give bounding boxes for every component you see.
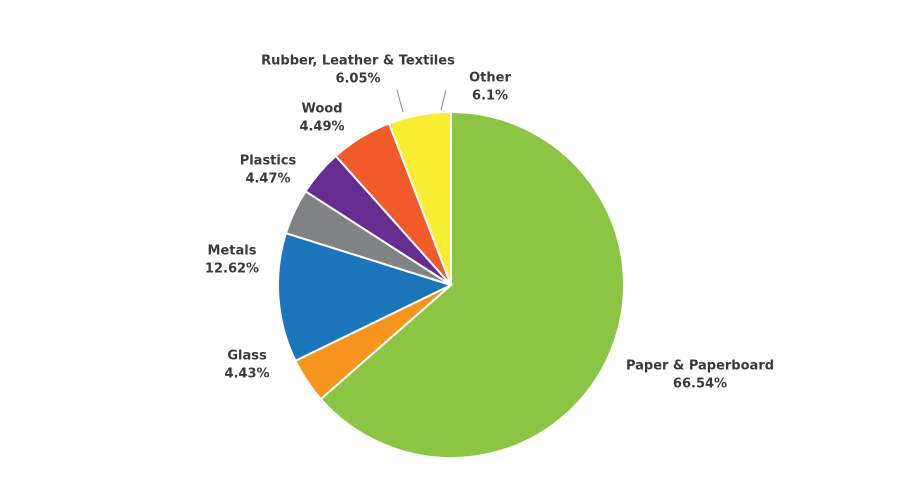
slice-label: Paper & Paperboard [626,359,774,374]
slice-label: Wood [301,102,342,117]
value-label: 4.49% [299,120,344,135]
value-label: 4.47% [245,172,290,187]
pie-slice [277,231,454,363]
leader-line [440,89,447,111]
slice-label: Rubber, Leather & Textiles [261,54,455,69]
slice-label: Glass [227,349,267,364]
slice-label: Metals [208,244,257,259]
leader-line [396,89,404,113]
value-label: 12.62% [205,262,259,277]
value-label: 6.05% [335,72,380,87]
value-label: 4.43% [224,367,269,382]
slice-label: Other [469,71,511,86]
slice-label: Plastics [240,154,297,169]
pie-slice [387,110,452,286]
value-label: 66.54% [673,377,727,392]
pie-slice [319,110,625,459]
value-label: 6.1% [472,89,508,104]
